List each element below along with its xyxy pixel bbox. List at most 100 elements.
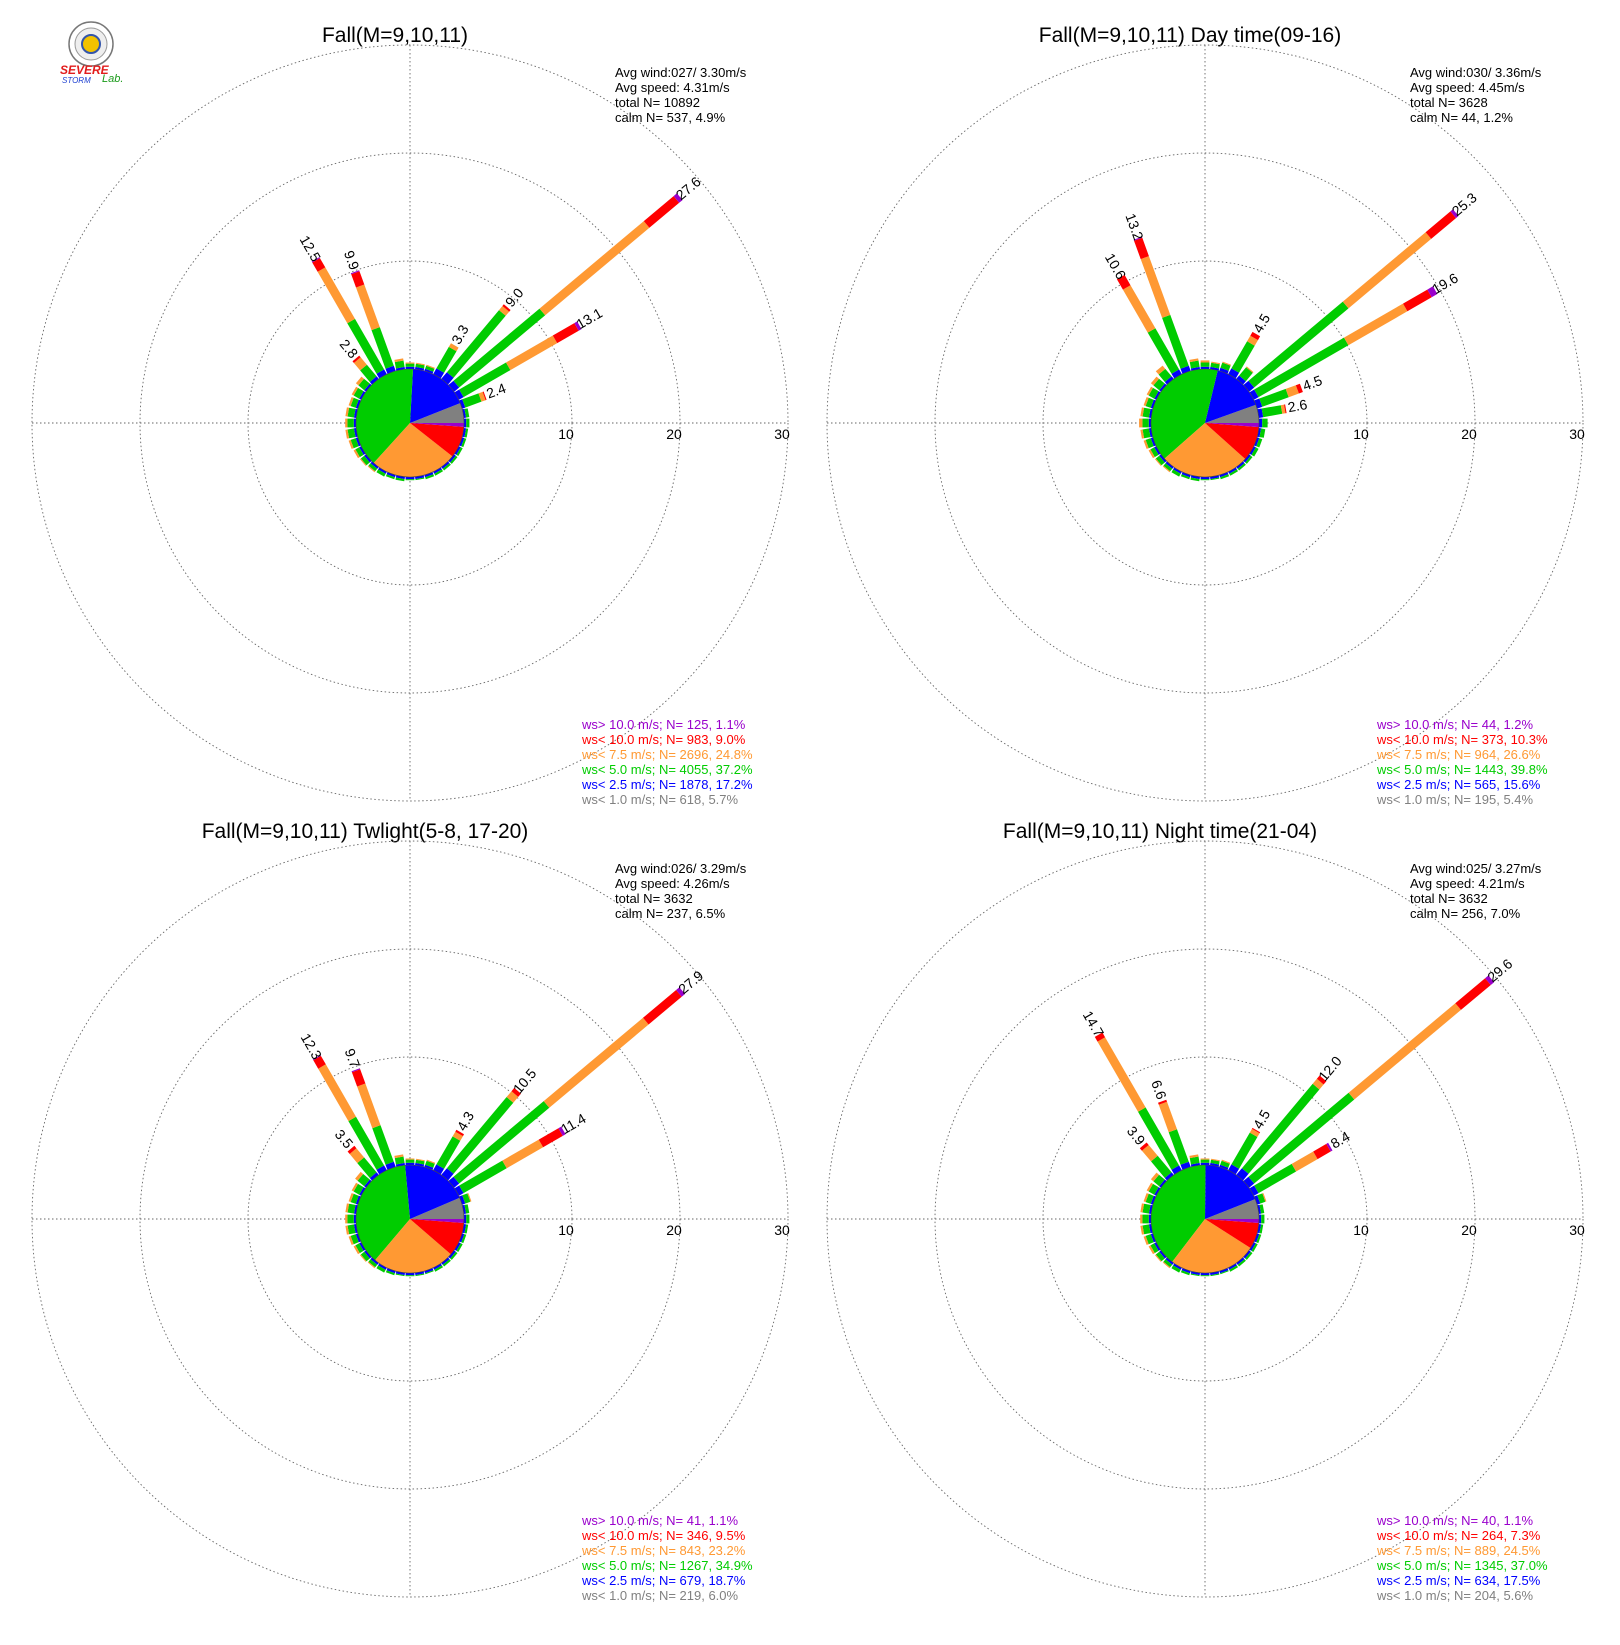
petal-segment — [1164, 1172, 1174, 1181]
petal-segment — [1153, 1174, 1165, 1187]
petal-segment — [405, 362, 415, 364]
petal-segment — [355, 447, 364, 458]
petal-segment — [1220, 1270, 1229, 1275]
petal-segment — [348, 397, 354, 407]
pie-outline — [355, 1164, 465, 1274]
petal-segment — [1159, 1179, 1167, 1188]
petal-segment — [369, 1172, 379, 1181]
legend-entry: ws< 2.5 m/s; N= 679, 18.7% — [581, 1573, 746, 1588]
petal-segment — [1219, 367, 1229, 374]
petal-segment — [1148, 1245, 1155, 1255]
pie-slice — [375, 1219, 451, 1273]
petal-segment — [539, 221, 650, 316]
petal-segment — [348, 439, 354, 449]
petal-segment — [394, 1154, 404, 1159]
petal-segment — [1246, 366, 1254, 373]
petal-segment — [1148, 418, 1151, 428]
petal-segment — [1254, 1233, 1260, 1243]
stats-line: Avg speed: 4.31m/s — [615, 80, 730, 95]
petal-segment — [350, 1234, 359, 1245]
petal-segment — [464, 408, 470, 418]
petal-segment — [1248, 1092, 1355, 1184]
petal-segment — [1142, 407, 1151, 418]
petal-segment — [345, 1225, 350, 1235]
petal-segment — [436, 1136, 461, 1169]
petal-segment — [1143, 1235, 1149, 1245]
stats-line: Avg speed: 4.26m/s — [615, 876, 730, 891]
petal-segment — [360, 1254, 367, 1262]
petal-segment — [1228, 1263, 1237, 1270]
petal-segment — [351, 1068, 361, 1073]
petal-segment — [312, 258, 326, 272]
petal-segment — [1140, 1225, 1145, 1235]
petal-segment — [1148, 1204, 1153, 1214]
legend-entry: ws< 5.0 m/s; N= 1345, 37.0% — [1376, 1558, 1548, 1573]
petal-segment — [1146, 386, 1153, 396]
petal-segment — [1162, 314, 1189, 369]
petal-segment — [1154, 1187, 1161, 1196]
petal-segment — [416, 1158, 425, 1162]
petal-segment — [353, 1214, 356, 1224]
petal-segment — [1154, 391, 1161, 400]
petal-segment — [426, 1159, 436, 1164]
petal-segment — [453, 308, 546, 388]
petal-segment — [467, 1193, 472, 1202]
petal-label: 19.6 — [1429, 269, 1461, 297]
petal-segment — [1158, 368, 1172, 382]
radial-tick-label: 20 — [666, 426, 682, 442]
petal-segment — [415, 477, 425, 481]
petal-segment — [1180, 1270, 1190, 1276]
panel-title: Fall(M=9,10,11) Day time(09-16) — [1039, 24, 1341, 47]
windrose-panel-2: Fall(M=9,10,11) Day time(09-16) 10 20 30 4.5… — [826, 24, 1585, 807]
petal-segment — [1145, 438, 1154, 449]
petal-segment — [1257, 428, 1262, 438]
radial-tick-label: 20 — [1461, 1222, 1477, 1238]
legend-entry: ws< 7.5 m/s; N= 2696, 24.8% — [581, 747, 753, 762]
petal-segment — [1237, 1259, 1246, 1267]
petal-segment — [395, 1271, 405, 1276]
petal-segment — [426, 364, 435, 369]
petal-segment — [1403, 289, 1432, 312]
petal-segment — [345, 407, 350, 417]
petal-segment — [1148, 1183, 1159, 1195]
petal-segment — [1200, 1162, 1210, 1165]
petal-segment — [442, 1259, 451, 1267]
petal-segment — [415, 363, 425, 369]
petal-segment — [1159, 383, 1167, 392]
petal-segment — [1220, 362, 1231, 371]
petal-segment — [1141, 1145, 1158, 1162]
petal-segment — [1257, 1193, 1266, 1204]
petal-segment — [405, 1273, 415, 1276]
petal-segment — [442, 463, 451, 471]
petal-segment — [1280, 404, 1286, 414]
petal-segment — [1155, 455, 1165, 466]
petal-segment — [1155, 458, 1162, 466]
petal-segment — [441, 461, 450, 469]
pie-slice — [410, 369, 461, 423]
petal-segment — [1140, 407, 1145, 417]
panel-title: Fall(M=9,10,11) Twlight(5-8, 17-20) — [202, 820, 529, 843]
petal-segment — [378, 1263, 387, 1270]
petal-segment — [364, 383, 372, 392]
petal-segment — [1485, 975, 1495, 985]
pie-slice — [410, 1219, 465, 1223]
legend-entry: ws> 10.0 m/s; N= 125, 1.1% — [581, 717, 746, 732]
petal-segment — [358, 378, 370, 391]
petal-segment — [405, 479, 415, 481]
petal-segment — [502, 304, 511, 312]
petal-segment — [1262, 418, 1268, 428]
petal-segment — [1181, 1268, 1191, 1274]
petal-segment — [350, 1193, 359, 1204]
petal-segment — [1148, 408, 1153, 418]
petal-segment — [312, 1055, 321, 1061]
pie-slice — [1205, 1219, 1260, 1223]
petal-segment — [1180, 365, 1191, 374]
pie-slice — [1205, 1219, 1259, 1248]
petal-segment — [370, 461, 379, 469]
petal-segment — [1147, 328, 1180, 374]
petal-segment — [1162, 1261, 1171, 1269]
petal-segment — [368, 1259, 378, 1268]
petal-segment — [376, 469, 386, 477]
petal-segment — [1229, 1265, 1238, 1272]
petal-segment — [425, 365, 435, 372]
